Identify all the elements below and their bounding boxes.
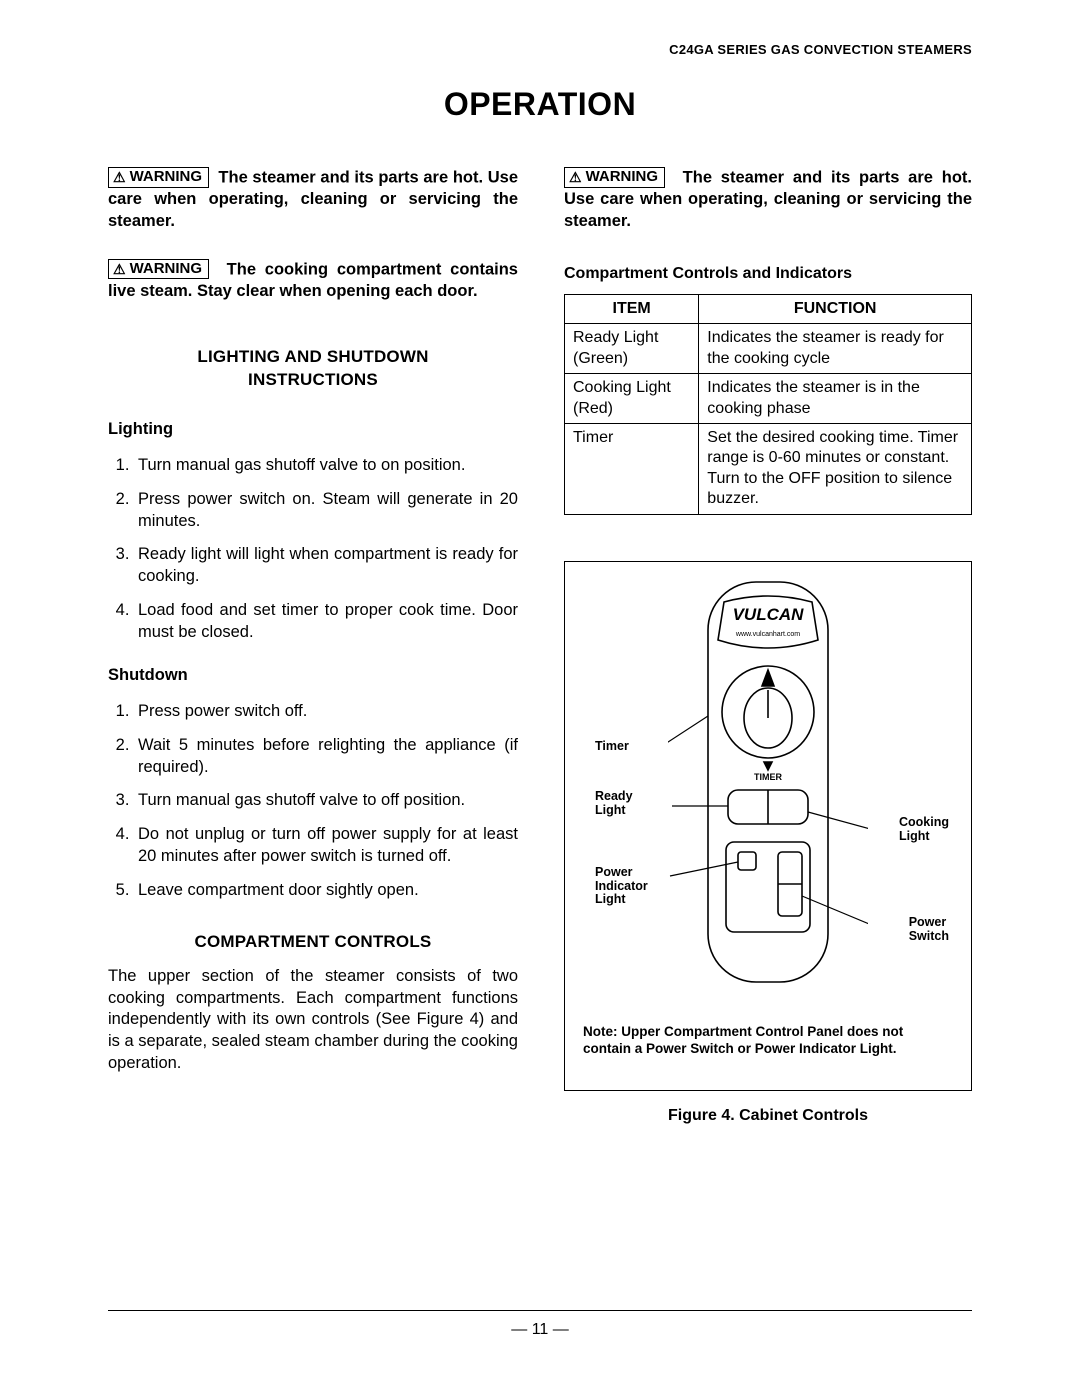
callout-line: Light [899,829,930,843]
callout-cooking-light: Cooking Light [899,816,949,844]
table-cell: Ready Light (Green) [565,324,699,374]
warning-label: WARNING [130,169,203,186]
figure-note: Note: Upper Compartment Control Panel do… [583,1024,953,1058]
warning-triangle-icon: ⚠ [113,170,126,184]
figure-4-box: VULCAN www.vulcanhart.com TIMER Timer Re… [564,561,972,1091]
table-header-item: ITEM [565,294,699,323]
list-item: Load food and set timer to proper cook t… [134,600,518,644]
table-row: Ready Light (Green) Indicates the steame… [565,324,972,374]
controls-subheading: Compartment Controls and Indicators [564,263,972,284]
lighting-steps: Turn manual gas shutoff valve to on posi… [108,455,518,643]
callout-line: Light [595,892,626,906]
left-column: ⚠ WARNING The steamer and its parts are … [108,167,518,1126]
table-cell: Cooking Light (Red) [565,374,699,424]
list-item: Wait 5 minutes before relighting the app… [134,735,518,779]
table-cell: Set the desired cooking time. Timer rang… [699,424,972,515]
section-heading-line: LIGHTING AND SHUTDOWN [197,347,428,366]
callout-line: Cooking [899,815,949,829]
compartment-controls-body: The upper section of the steamer consist… [108,966,518,1075]
list-item: Leave compartment door sightly open. [134,880,518,902]
list-item: Turn manual gas shutoff valve to off pos… [134,790,518,812]
warning-badge: ⚠ WARNING [108,167,209,188]
controls-table: ITEM FUNCTION Ready Light (Green) Indica… [564,294,972,515]
callout-line: Ready [595,789,633,803]
callout-power-indicator: Power Indicator Light [595,866,648,907]
list-item: Do not unplug or turn off power supply f… [134,824,518,868]
shutdown-steps: Press power switch off. Wait 5 minutes b… [108,701,518,901]
warning-label: WARNING [586,169,659,186]
list-item: Press power switch off. [134,701,518,723]
warning-badge: ⚠ WARNING [108,259,209,280]
warning-triangle-icon: ⚠ [113,262,126,276]
warning-2: ⚠ WARNING The cooking compartment contai… [108,259,518,303]
subheading-shutdown: Shutdown [108,665,518,687]
page: C24GA SERIES GAS CONVECTION STEAMERS OPE… [0,0,1080,1397]
cabinet-controls-diagram: VULCAN www.vulcanhart.com TIMER [668,576,868,996]
callout-ready-light: Ready Light [595,790,633,818]
warning-label: WARNING [130,261,203,278]
footer-rule [108,1310,972,1311]
right-column: ⚠ WARNING The steamer and its parts are … [564,167,972,1126]
table-row: Cooking Light (Red) Indicates the steame… [565,374,972,424]
table-header-row: ITEM FUNCTION [565,294,972,323]
running-header: C24GA SERIES GAS CONVECTION STEAMERS [669,42,972,57]
table-row: Timer Set the desired cooking time. Time… [565,424,972,515]
list-item: Turn manual gas shutoff valve to on posi… [134,455,518,477]
callout-line: Indicator [595,879,648,893]
warning-badge: ⚠ WARNING [564,167,665,188]
page-number: — 11 — [0,1321,1080,1339]
svg-text:TIMER: TIMER [754,772,782,782]
section-heading-line: INSTRUCTIONS [248,370,378,389]
list-item: Press power switch on. Steam will genera… [134,489,518,533]
callout-line: Light [595,803,626,817]
callout-timer: Timer [595,740,629,754]
page-title: OPERATION [108,86,972,123]
callout-line: Power [909,915,947,929]
warning-triangle-icon: ⚠ [569,170,582,184]
figure-caption: Figure 4. Cabinet Controls [564,1105,972,1126]
svg-text:www.vulcanhart.com: www.vulcanhart.com [735,631,800,638]
svg-text:VULCAN: VULCAN [733,605,805,624]
table-cell: Indicates the steamer is in the cooking … [699,374,972,424]
table-cell: Timer [565,424,699,515]
callout-line: Switch [909,929,949,943]
list-item: Ready light will light when compartment … [134,544,518,588]
subheading-lighting: Lighting [108,419,518,441]
section-heading-lighting-shutdown: LIGHTING AND SHUTDOWN INSTRUCTIONS [108,346,518,391]
figure-inner: VULCAN www.vulcanhart.com TIMER Timer Re… [583,576,953,1016]
callout-line: Power [595,865,633,879]
two-column-layout: ⚠ WARNING The steamer and its parts are … [108,167,972,1126]
table-header-function: FUNCTION [699,294,972,323]
warning-1: ⚠ WARNING The steamer and its parts are … [108,167,518,233]
warning-3: ⚠ WARNING The steamer and its parts are … [564,167,972,233]
section-heading-compartment-controls: COMPARTMENT CONTROLS [108,931,518,953]
table-cell: Indicates the steamer is ready for the c… [699,324,972,374]
callout-power-switch: Power Switch [909,916,949,944]
